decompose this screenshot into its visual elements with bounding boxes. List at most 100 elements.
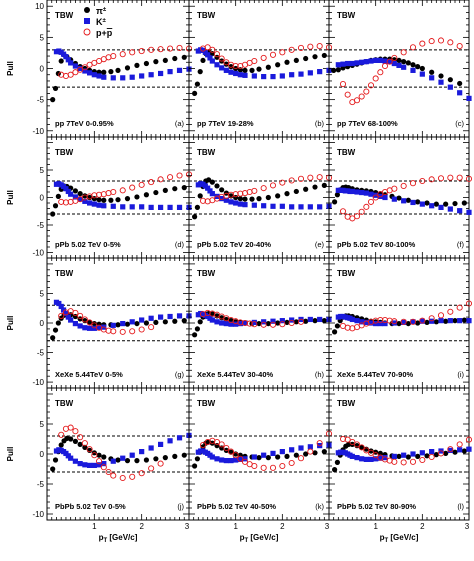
data-point: [55, 193, 61, 199]
data-point: [447, 446, 454, 453]
data-point: [303, 186, 309, 192]
panel-tag: (b): [315, 119, 325, 128]
series-circle-filled: [332, 184, 467, 207]
data-point: [219, 65, 225, 71]
data-point: [401, 452, 407, 458]
data-point: [279, 321, 286, 328]
panel-label: pPb 5.02 TeV 80-100%: [337, 240, 416, 249]
data-point: [50, 466, 56, 472]
data-point: [86, 319, 93, 326]
data-point: [251, 319, 257, 326]
data-point: [367, 449, 375, 456]
y-tick-label: 0: [40, 450, 45, 459]
data-point: [409, 318, 417, 325]
data-point: [452, 200, 458, 207]
data-point: [349, 316, 355, 323]
data-point: [386, 58, 393, 65]
data-point: [58, 312, 65, 319]
model-label: TBW: [337, 11, 356, 20]
x-axis-title: pT [GeV/c]: [99, 533, 138, 544]
data-point: [391, 318, 398, 325]
panel-d: 5 0 -5 -10 Pull TBW pPb 5.02 TeV 0-5% (d): [6, 136, 193, 259]
panel-tag: (e): [315, 240, 325, 249]
data-point: [466, 95, 472, 101]
panel-a: 10 5 0 -5 -10 Pull TBW pp 7TeV 0-0.95% (a): [6, 0, 193, 138]
panel-i: TBW XeXe 5.44TeV 70-90% (i): [328, 257, 473, 389]
data-point: [297, 318, 305, 325]
data-point: [289, 72, 295, 78]
data-point: [176, 44, 183, 52]
data-point: [307, 448, 314, 455]
data-point: [108, 69, 114, 75]
data-point: [344, 91, 351, 98]
data-point: [110, 203, 116, 209]
data-point: [377, 69, 384, 76]
series-square-filled: [335, 187, 472, 215]
data-point: [219, 196, 225, 202]
data-point: [349, 453, 355, 459]
data-point: [68, 60, 74, 66]
x-tick-label: 3: [465, 522, 470, 531]
data-point: [334, 323, 340, 329]
data-point: [77, 323, 83, 329]
data-point: [465, 175, 473, 182]
series-square-filled: [195, 181, 332, 210]
data-point: [316, 43, 323, 50]
data-point: [176, 313, 183, 319]
data-point: [199, 441, 207, 449]
series-circle-open: [199, 430, 333, 471]
panel-e: TBW pPb 5.02 TeV 20-40% (e): [188, 136, 333, 259]
data-point: [293, 452, 299, 458]
data-point: [437, 37, 445, 44]
data-point: [72, 194, 78, 200]
data-point: [228, 64, 234, 70]
data-point: [303, 55, 309, 62]
series-circle-filled: [192, 310, 327, 338]
data-point: [284, 453, 290, 459]
data-point: [72, 69, 79, 76]
data-point: [176, 204, 183, 210]
data-point: [237, 455, 244, 462]
data-point: [139, 317, 145, 323]
data-point: [241, 458, 249, 465]
data-point: [138, 326, 145, 333]
data-point: [209, 317, 215, 323]
data-point: [447, 308, 454, 315]
data-point: [148, 324, 155, 331]
data-point: [410, 199, 416, 206]
data-point: [265, 320, 271, 327]
data-point: [176, 172, 183, 179]
panel-l: 1 2 3 pT [GeV/c] TBW PbPb 5.02 TeV 80-90% (l): [328, 387, 473, 544]
data-point: [81, 440, 88, 447]
data-point: [293, 57, 299, 64]
data-point: [101, 69, 107, 75]
data-point: [321, 52, 327, 59]
data-point: [368, 456, 374, 462]
data-point: [197, 69, 203, 75]
data-point: [157, 46, 164, 53]
data-point: [77, 65, 83, 72]
data-point: [275, 454, 281, 460]
data-point: [465, 300, 473, 307]
model-label: TBW: [197, 269, 216, 278]
data-point: [424, 453, 430, 459]
data-point: [457, 208, 463, 214]
data-point: [409, 180, 417, 187]
data-point: [72, 309, 79, 317]
data-point: [124, 65, 131, 71]
model-label: TBW: [55, 148, 74, 157]
model-label: TBW: [337, 148, 356, 157]
data-point: [410, 451, 416, 457]
data-point: [433, 201, 439, 207]
data-point: [50, 335, 56, 341]
data-point: [162, 57, 168, 64]
data-point: [119, 187, 126, 194]
data-point: [77, 66, 84, 73]
data-point: [162, 319, 168, 325]
data-point: [354, 318, 360, 324]
data-point: [363, 203, 370, 210]
data-point: [344, 436, 351, 443]
y-tick-label: 5: [40, 420, 45, 429]
data-point: [194, 81, 200, 87]
data-point: [433, 452, 439, 458]
